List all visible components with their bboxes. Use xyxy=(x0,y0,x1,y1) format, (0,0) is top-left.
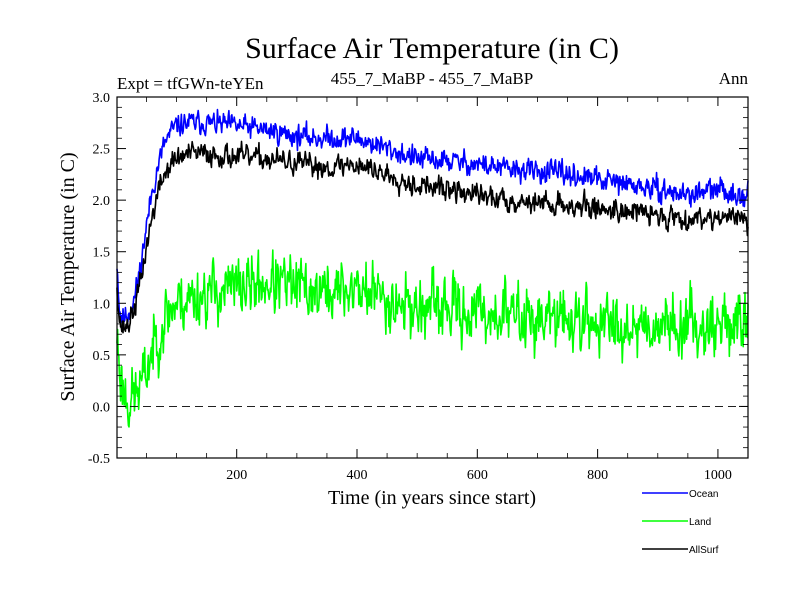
y-tick-label: 1.0 xyxy=(93,297,111,312)
y-tick-label: 0.0 xyxy=(93,400,111,415)
legend-label-land: Land xyxy=(689,517,711,528)
x-tick-label: 200 xyxy=(226,468,247,483)
series-line-land xyxy=(116,249,749,428)
x-tick-label: 800 xyxy=(587,468,608,483)
y-tick-label: 3.0 xyxy=(93,91,111,106)
y-tick-label: 2.5 xyxy=(93,143,111,158)
x-tick-label: 600 xyxy=(467,468,488,483)
y-tick-label: 2.0 xyxy=(93,194,111,209)
chart-title: Surface Air Temperature (in C) xyxy=(245,32,619,65)
y-axis-label: Surface Air Temperature (in C) xyxy=(57,152,79,401)
comparison-label: 455_7_MaBP - 455_7_MaBP xyxy=(331,69,533,88)
x-axis-label: Time (in years since start) xyxy=(328,487,536,509)
season-label: Ann xyxy=(719,69,749,88)
series-line-ocean xyxy=(116,108,749,324)
x-tick-label: 400 xyxy=(347,468,368,483)
x-tick-label: 1000 xyxy=(704,468,732,483)
series-line-allsurf xyxy=(116,140,749,334)
y-tick-label: -0.5 xyxy=(88,452,110,467)
series-layer xyxy=(116,108,749,428)
legend-label-allsurf: AllSurf xyxy=(689,545,719,556)
legend: Ocean Land AllSurf xyxy=(642,489,719,556)
legend-label-ocean: Ocean xyxy=(689,489,718,500)
experiment-label: Expt = tfGWn-teYEn xyxy=(117,74,264,93)
plot-frame xyxy=(116,96,749,459)
y-tick-label: 0.5 xyxy=(93,349,111,364)
y-tick-label: 1.5 xyxy=(93,246,111,261)
axes-layer: -0.5 0.0 0.5 1.0 1.5 2.0 2.5 3.0 200 400 600 800 100… xyxy=(88,91,749,483)
